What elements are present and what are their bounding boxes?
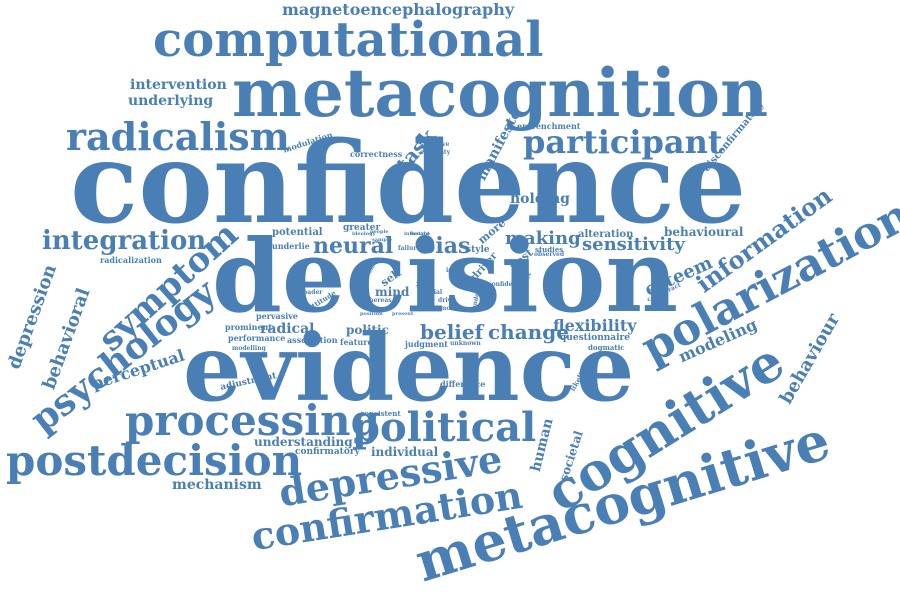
- word: sample: [372, 237, 392, 243]
- word: people: [370, 229, 389, 235]
- word: dogmatic: [588, 343, 625, 352]
- word: performance: [228, 333, 286, 343]
- word: questionnaire: [560, 333, 631, 343]
- word: radical: [260, 321, 315, 337]
- word: participant: [523, 123, 723, 161]
- word: potential: [272, 227, 323, 238]
- word: radicalism: [66, 114, 290, 159]
- word: entrenchment: [517, 121, 581, 131]
- word: underlying: [128, 93, 214, 109]
- word: sensitivity: [582, 234, 685, 255]
- word: observed: [534, 251, 565, 258]
- word: studies: [535, 245, 564, 254]
- word: prominent: [225, 322, 273, 332]
- word: change: [488, 320, 569, 344]
- word: flexibility: [553, 316, 637, 335]
- word: political: [352, 404, 537, 451]
- word: behaviour: [775, 309, 845, 408]
- word: integration: [42, 226, 207, 256]
- word: shape: [418, 283, 435, 289]
- word: correctness: [350, 149, 403, 159]
- word: politic: [346, 323, 389, 337]
- word: association: [287, 335, 338, 345]
- word: issue: [446, 267, 464, 274]
- word: broader: [296, 289, 323, 296]
- word: confirmatory: [295, 447, 360, 457]
- word: whereas: [364, 297, 392, 304]
- word: postdecision: [6, 436, 303, 485]
- word: neural: [313, 233, 394, 259]
- word: selective: [420, 141, 450, 148]
- word: difference: [440, 379, 486, 389]
- word: bias: [420, 233, 471, 259]
- word: feature: [340, 337, 373, 347]
- word: pervasive: [256, 311, 299, 321]
- word: confident: [488, 281, 520, 288]
- word: unknown: [450, 340, 481, 347]
- word: individual: [371, 445, 439, 459]
- word: influence: [404, 231, 430, 237]
- word: consistent: [360, 409, 401, 418]
- word: drive: [438, 297, 455, 304]
- word: magnetoencephalography: [282, 0, 515, 19]
- word: greater: [343, 223, 381, 233]
- word: underlie: [272, 241, 310, 251]
- word: decision: [212, 217, 679, 335]
- word: mind: [375, 285, 410, 299]
- word: belief: [420, 320, 484, 344]
- word: present: [392, 311, 414, 317]
- word: metacognition: [232, 54, 769, 132]
- word: confidence: [70, 118, 747, 249]
- word: certainty: [420, 149, 451, 156]
- word: behavioural: [664, 225, 744, 239]
- word: understanding: [254, 435, 353, 449]
- word: ideology: [352, 231, 376, 237]
- word: holding: [510, 191, 570, 207]
- word: judgment: [405, 339, 448, 349]
- word: mechanism: [172, 477, 262, 493]
- word: model: [440, 305, 461, 312]
- word: intervention: [130, 77, 227, 93]
- word: position: [360, 311, 383, 317]
- word: initial: [422, 289, 443, 296]
- word: failure: [398, 245, 421, 252]
- word: insight: [410, 231, 430, 237]
- word: making: [505, 228, 581, 249]
- word: processing: [125, 396, 380, 445]
- word: alteration: [578, 229, 634, 240]
- word: radicalization: [100, 255, 162, 265]
- word: modelling: [232, 345, 266, 352]
- word: style: [466, 245, 490, 255]
- word: evidence: [183, 314, 635, 422]
- word: computational: [153, 12, 544, 68]
